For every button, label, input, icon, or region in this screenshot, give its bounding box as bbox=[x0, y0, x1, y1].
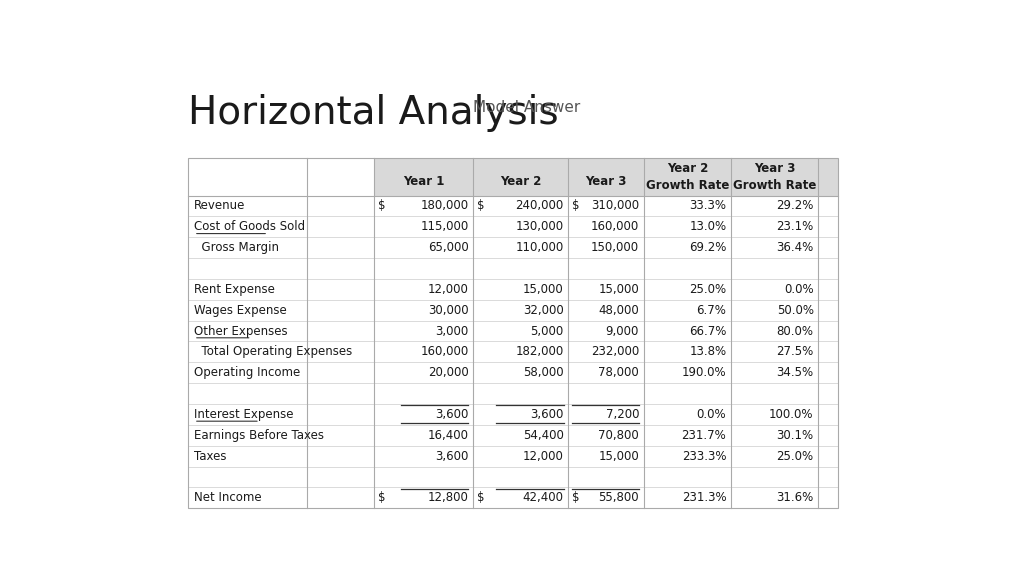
Text: 33.3%: 33.3% bbox=[689, 199, 726, 213]
Text: $: $ bbox=[477, 491, 484, 504]
Text: Revenue: Revenue bbox=[194, 199, 245, 213]
Text: 3,600: 3,600 bbox=[530, 408, 563, 421]
Text: 190.0%: 190.0% bbox=[682, 366, 726, 379]
Text: 115,000: 115,000 bbox=[420, 220, 468, 233]
Text: 27.5%: 27.5% bbox=[776, 346, 814, 358]
Text: 23.1%: 23.1% bbox=[776, 220, 814, 233]
Text: $: $ bbox=[378, 199, 385, 213]
Bar bbox=[374, 158, 839, 195]
Text: 12,000: 12,000 bbox=[523, 450, 563, 463]
Text: 233.3%: 233.3% bbox=[682, 450, 726, 463]
Text: Earnings Before Taxes: Earnings Before Taxes bbox=[194, 429, 324, 442]
Text: 42,400: 42,400 bbox=[522, 491, 563, 504]
Text: 5,000: 5,000 bbox=[530, 324, 563, 338]
Text: Year 3: Year 3 bbox=[586, 175, 627, 188]
Text: Horizontal Analysis: Horizontal Analysis bbox=[187, 93, 558, 131]
Text: 232,000: 232,000 bbox=[591, 346, 639, 358]
Text: 31.6%: 31.6% bbox=[776, 491, 814, 504]
Text: $: $ bbox=[378, 491, 385, 504]
Text: 48,000: 48,000 bbox=[598, 304, 639, 317]
Text: 70,800: 70,800 bbox=[598, 429, 639, 442]
Text: 25.0%: 25.0% bbox=[689, 283, 726, 296]
Text: 3,600: 3,600 bbox=[435, 408, 468, 421]
Text: 310,000: 310,000 bbox=[591, 199, 639, 213]
Text: Net Income: Net Income bbox=[194, 491, 261, 504]
Text: Wages Expense: Wages Expense bbox=[194, 304, 287, 317]
Text: 20,000: 20,000 bbox=[428, 366, 468, 379]
Text: $: $ bbox=[572, 491, 580, 504]
Text: 25.0%: 25.0% bbox=[776, 450, 814, 463]
Text: 78,000: 78,000 bbox=[598, 366, 639, 379]
Text: 231.7%: 231.7% bbox=[682, 429, 726, 442]
Text: 0.0%: 0.0% bbox=[784, 283, 814, 296]
Text: 7,200: 7,200 bbox=[605, 408, 639, 421]
Text: 66.7%: 66.7% bbox=[689, 324, 726, 338]
Text: Total Operating Expenses: Total Operating Expenses bbox=[194, 346, 352, 358]
Bar bbox=[187, 158, 839, 508]
Text: 182,000: 182,000 bbox=[515, 346, 563, 358]
Text: 231.3%: 231.3% bbox=[682, 491, 726, 504]
Text: 30,000: 30,000 bbox=[428, 304, 468, 317]
Text: Taxes: Taxes bbox=[194, 450, 226, 463]
Text: 160,000: 160,000 bbox=[591, 220, 639, 233]
Text: 12,800: 12,800 bbox=[428, 491, 468, 504]
Text: Year 3
Growth Rate: Year 3 Growth Rate bbox=[733, 162, 816, 192]
Text: 50.0%: 50.0% bbox=[776, 304, 814, 317]
Text: 15,000: 15,000 bbox=[523, 283, 563, 296]
Text: 3,600: 3,600 bbox=[435, 450, 468, 463]
Text: 0.0%: 0.0% bbox=[696, 408, 726, 421]
Text: Other Expenses: Other Expenses bbox=[194, 324, 288, 338]
Text: 3,000: 3,000 bbox=[435, 324, 468, 338]
Text: 29.2%: 29.2% bbox=[776, 199, 814, 213]
Text: 9,000: 9,000 bbox=[606, 324, 639, 338]
Text: 80.0%: 80.0% bbox=[776, 324, 814, 338]
Text: 13.8%: 13.8% bbox=[689, 346, 726, 358]
Text: 180,000: 180,000 bbox=[420, 199, 468, 213]
Text: 15,000: 15,000 bbox=[598, 283, 639, 296]
Text: 34.5%: 34.5% bbox=[776, 366, 814, 379]
Text: 30.1%: 30.1% bbox=[776, 429, 814, 442]
Text: 130,000: 130,000 bbox=[515, 220, 563, 233]
Text: 32,000: 32,000 bbox=[523, 304, 563, 317]
Text: 54,400: 54,400 bbox=[523, 429, 563, 442]
Text: Operating Income: Operating Income bbox=[194, 366, 300, 379]
Text: 160,000: 160,000 bbox=[420, 346, 468, 358]
Text: 13.0%: 13.0% bbox=[689, 220, 726, 233]
Text: Year 2: Year 2 bbox=[500, 175, 542, 188]
Text: 15,000: 15,000 bbox=[598, 450, 639, 463]
Text: Cost of Goods Sold: Cost of Goods Sold bbox=[194, 220, 305, 233]
Text: Interest Expense: Interest Expense bbox=[194, 408, 293, 421]
Text: Model Answer: Model Answer bbox=[473, 100, 581, 115]
Text: 58,000: 58,000 bbox=[523, 366, 563, 379]
Text: 150,000: 150,000 bbox=[591, 241, 639, 254]
Text: $: $ bbox=[477, 199, 484, 213]
Text: $: $ bbox=[572, 199, 580, 213]
Text: 6.7%: 6.7% bbox=[696, 304, 726, 317]
Text: Year 1: Year 1 bbox=[402, 175, 444, 188]
Text: Gross Margin: Gross Margin bbox=[194, 241, 279, 254]
Text: 240,000: 240,000 bbox=[515, 199, 563, 213]
Text: 100.0%: 100.0% bbox=[769, 408, 814, 421]
Text: 55,800: 55,800 bbox=[598, 491, 639, 504]
Text: 36.4%: 36.4% bbox=[776, 241, 814, 254]
Text: 69.2%: 69.2% bbox=[689, 241, 726, 254]
Text: Year 2
Growth Rate: Year 2 Growth Rate bbox=[646, 162, 729, 192]
Text: Rent Expense: Rent Expense bbox=[194, 283, 274, 296]
Text: 16,400: 16,400 bbox=[427, 429, 468, 442]
Text: 110,000: 110,000 bbox=[515, 241, 563, 254]
Text: 12,000: 12,000 bbox=[428, 283, 468, 296]
Text: 65,000: 65,000 bbox=[428, 241, 468, 254]
